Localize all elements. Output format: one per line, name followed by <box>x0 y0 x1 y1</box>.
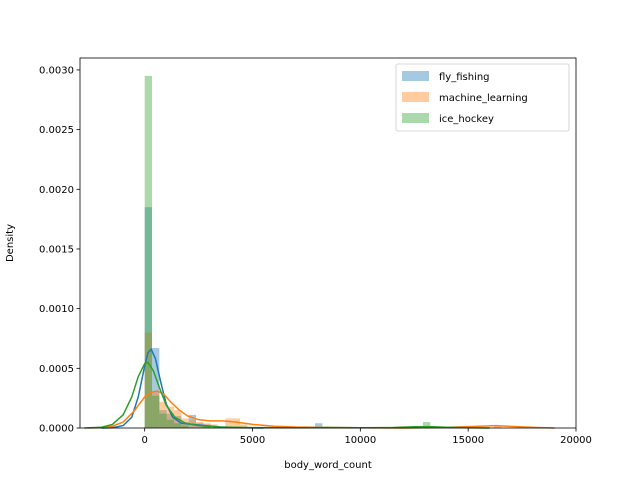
bar-fly_fishing-1 <box>152 348 160 428</box>
y-axis-label: Density <box>5 224 16 262</box>
bar-fly_fishing-6 <box>188 414 197 428</box>
y-tick-label: 0.0000 <box>39 424 74 435</box>
bar-machine_learning-12 <box>240 424 248 428</box>
legend-label-ice_hockey: ice_hockey <box>439 114 494 125</box>
bar-ice_hockey-4 <box>174 423 182 428</box>
bar-fly_fishing-3 <box>166 413 175 428</box>
x-tick-label: 0 <box>142 435 148 446</box>
legend-swatch-ice_hockey <box>402 113 429 123</box>
y-tick-label: 0.0025 <box>39 125 74 136</box>
bar-fly_fishing-5 <box>181 422 189 428</box>
y-axis: 0.0000 0.0005 0.0010 0.0015 0.0020 0.0025 0.00… <box>39 65 80 435</box>
legend-label-machine_learning: machine_learning <box>439 93 528 104</box>
y-tick-label: 0.0010 <box>39 304 74 315</box>
bar-fly_fishing-9 <box>315 423 323 428</box>
series-machine_learning-bars <box>144 332 502 428</box>
bar-machine_learning-10 <box>225 418 233 428</box>
legend-swatch-fly_fishing <box>402 71 429 81</box>
y-tick-label: 0.0020 <box>39 185 74 196</box>
x-tick-label: 15000 <box>452 435 484 446</box>
bar-ice_hockey-2 <box>159 413 167 428</box>
bar-machine_learning-0 <box>144 332 153 428</box>
y-tick-label: 0.0015 <box>39 244 74 255</box>
bar-machine_learning-1 <box>152 392 160 428</box>
series-ice_hockey-bars <box>144 75 431 429</box>
legend: fly_fishing machine_learning ice_hockey <box>395 63 570 132</box>
x-tick-label: 5000 <box>240 435 265 446</box>
bar-fly_fishing-2 <box>159 410 167 428</box>
bar-machine_learning-14 <box>494 425 502 428</box>
bar-ice_hockey-3 <box>166 419 175 428</box>
bar-ice_hockey-0 <box>144 75 153 429</box>
y-tick-label: 0.0005 <box>39 364 74 375</box>
kde-line-fly_fishing <box>101 347 264 429</box>
x-tick-label: 20000 <box>560 435 592 446</box>
legend-swatch-machine_learning <box>402 92 429 102</box>
bar-ice_hockey-1 <box>152 395 160 428</box>
kde-line-ice_hockey <box>84 361 490 429</box>
bar-ice_hockey-8 <box>422 422 431 428</box>
legend-label-fly_fishing: fly_fishing <box>439 72 490 83</box>
bar-fly_fishing-0 <box>144 207 153 428</box>
plot-area <box>84 75 555 429</box>
kde-line-machine_learning <box>88 390 555 429</box>
x-axis: 0 5000 10000 15000 20000 <box>142 428 592 446</box>
bar-machine_learning-11 <box>232 418 241 428</box>
x-tick-label: 10000 <box>344 435 376 446</box>
y-tick-label: 0.0030 <box>39 65 74 76</box>
bar-fly_fishing-4 <box>174 416 182 428</box>
bar-ice_hockey-5 <box>181 425 189 428</box>
series-fly_fishing-bars <box>144 207 323 428</box>
plot-frame <box>79 57 577 429</box>
x-axis-label: body_word_count <box>284 460 372 471</box>
bar-machine_learning-2 <box>159 401 167 428</box>
legend-box <box>395 63 570 132</box>
bar-machine_learning-3 <box>166 406 175 428</box>
